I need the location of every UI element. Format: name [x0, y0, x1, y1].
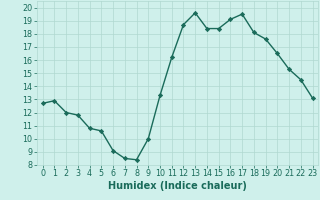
- X-axis label: Humidex (Indice chaleur): Humidex (Indice chaleur): [108, 181, 247, 191]
